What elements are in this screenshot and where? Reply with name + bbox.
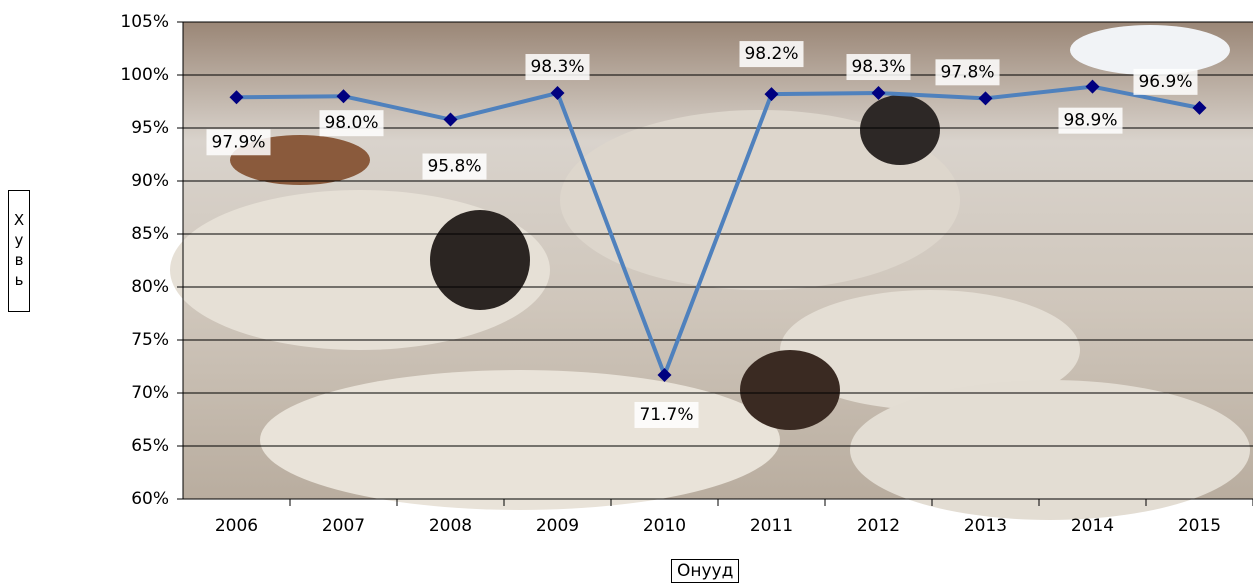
value-label-bg: [525, 54, 590, 81]
y-tick-label: 65%: [131, 436, 169, 456]
value-label: 98.3%: [530, 57, 584, 77]
value-label-bg: [422, 153, 487, 180]
x-tick-label: 2007: [322, 516, 365, 536]
marker: [443, 112, 458, 127]
marker: [229, 90, 244, 105]
value-label: 96.9%: [1138, 72, 1192, 92]
y-tick-label: 70%: [131, 383, 169, 403]
value-label-bg: [846, 54, 911, 81]
series-line: [236, 84, 1200, 381]
value-label-bg: [739, 41, 804, 68]
marker: [764, 87, 779, 102]
y-axis-label: Хувь: [8, 190, 30, 312]
value-label: 98.3%: [851, 57, 905, 77]
y-tick-label: 80%: [131, 277, 169, 297]
x-tick-label: 2015: [1178, 516, 1221, 536]
x-tick-label: 2008: [429, 516, 472, 536]
y-tick-label: 75%: [131, 330, 169, 350]
value-label-bg: [1058, 107, 1123, 134]
x-tick-label: 2009: [536, 516, 579, 536]
x-tick-label: 2010: [643, 516, 686, 536]
x-tick-label: 2006: [215, 516, 258, 536]
x-tick-label: 2013: [964, 516, 1007, 536]
y-tick-label: 85%: [131, 224, 169, 244]
value-label: 98.2%: [744, 44, 798, 64]
value-label-bg: [1133, 68, 1198, 95]
value-label: 98.9%: [1063, 111, 1117, 131]
value-label: 97.9%: [211, 132, 265, 152]
marker: [657, 367, 672, 382]
value-label-bg: [634, 401, 699, 428]
value-label: 97.8%: [940, 62, 994, 82]
marker: [550, 86, 565, 101]
value-label-bg: [206, 129, 271, 156]
value-label: 95.8%: [427, 157, 481, 177]
value-label: 71.7%: [639, 405, 693, 425]
value-label-bg: [935, 59, 1000, 86]
x-tick-label: 2012: [857, 516, 900, 536]
y-tick-label: 60%: [131, 489, 169, 509]
y-tick-label: 95%: [131, 118, 169, 138]
y-tick-label: 90%: [131, 171, 169, 191]
y-tick-label: 105%: [120, 12, 169, 32]
marker: [871, 86, 886, 101]
value-label: 98.0%: [324, 113, 378, 133]
marker: [336, 89, 351, 104]
marker: [1085, 79, 1100, 94]
x-tick-label: 2011: [750, 516, 793, 536]
marker: [978, 91, 993, 106]
x-tick-label: 2014: [1071, 516, 1114, 536]
y-tick-label: 100%: [120, 65, 169, 85]
background-photo: [170, 22, 1253, 520]
x-axis-label: Онууд: [671, 559, 740, 583]
value-label-bg: [319, 110, 384, 137]
marker: [1192, 100, 1207, 115]
